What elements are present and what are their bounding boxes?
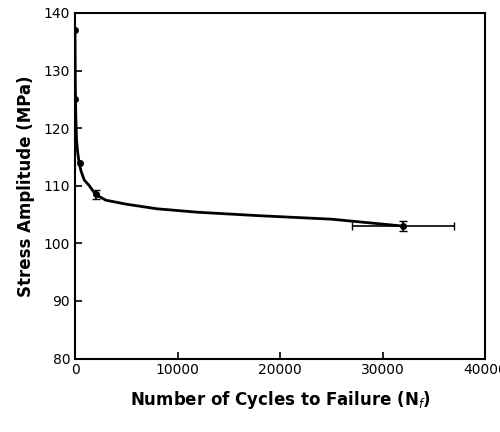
Y-axis label: Stress Amplitude (MPa): Stress Amplitude (MPa) — [18, 75, 36, 296]
X-axis label: Number of Cycles to Failure (N$_f$): Number of Cycles to Failure (N$_f$) — [130, 388, 430, 410]
